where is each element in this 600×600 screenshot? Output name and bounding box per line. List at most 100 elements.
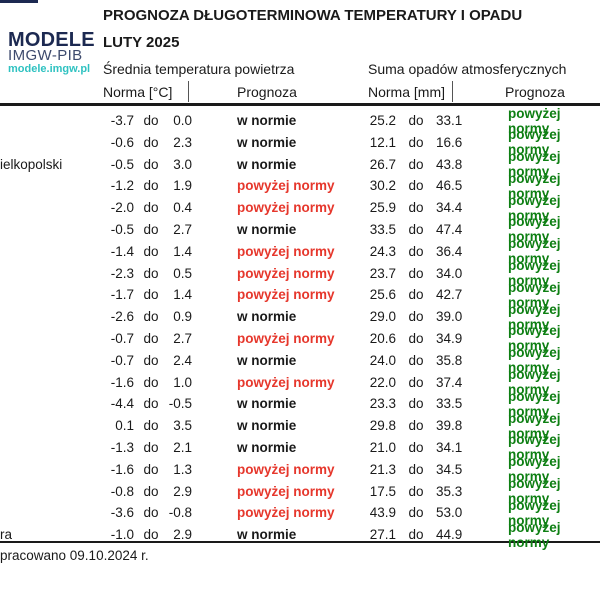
temp-norm-min: -1.4 [110,243,134,259]
range-separator: do [408,330,424,346]
table-row: -0.7 do 2.7 powyżej normy 20.6 do 34.9 p… [0,323,600,353]
precip-norm-max: 34.5 [436,461,463,477]
precip-forecast-value: powyżej normy [508,258,561,289]
range-separator: do [143,200,159,216]
precip-norm-max: 33.1 [436,113,463,128]
temp-norm-min: -0.5 [110,156,134,172]
temp-norm-max: 0.9 [173,309,192,325]
city-name: ra [0,527,13,543]
temp-forecast-value: powyżej normy [237,287,335,303]
temp-norm-min: -3.7 [110,113,134,128]
precip-norm-max: 16.6 [436,134,463,150]
footer-issue-date: pracowano 09.10.2024 r. [0,548,149,563]
precip-norm-max: 42.7 [436,287,463,303]
temp-forecast-value: powyżej normy [237,374,335,390]
range-separator: do [143,352,159,368]
precip-forecast-value: powyżej normy [508,323,561,354]
precip-norm-min: 30.2 [369,178,396,194]
range-separator: do [143,287,159,303]
temp-norm-max: 2.7 [173,221,192,237]
temp-norm-max: 2.9 [173,483,192,499]
range-separator: do [143,527,159,543]
header-divider-temp [188,81,189,102]
precip-norm-min: 24.3 [369,243,396,259]
page-title: PROGNOZA DŁUGOTERMINOWA TEMPERATURY I OP… [103,7,523,24]
temp-norm-max: 3.0 [173,156,192,172]
precip-norm-min: 20.6 [369,330,396,346]
range-separator: do [408,200,424,216]
precip-norm-max: 34.4 [436,200,463,216]
temp-norm-min: -1.3 [110,439,134,455]
range-separator: do [408,221,424,237]
precip-norm-max: 35.3 [436,483,463,499]
temp-norm-min: -2.0 [110,200,134,216]
range-separator: do [143,243,159,259]
precip-norm-min: 22.0 [369,374,396,390]
precip-norm-max: 44.9 [436,527,463,543]
precip-norm-max: 34.9 [436,330,463,346]
logo-modele: MODELE [8,29,95,51]
logo-cut-mark [0,0,38,3]
temp-norm-min: -1.7 [110,287,134,303]
precip-norm-min: 25.9 [369,200,396,216]
temp-forecast-value: powyżej normy [237,265,335,281]
temp-norm-max: 2.9 [173,527,192,543]
table-row: -3.6 do -0.8 powyżej normy 43.9 do 53.0 … [0,498,600,528]
temp-norm-min: -4.4 [110,396,134,412]
temp-norm-max: 0.4 [173,200,192,216]
precip-norm-min: 25.2 [369,113,396,128]
precip-norm-min: 29.8 [369,418,396,434]
precip-forecast-value: powyżej normy [508,519,561,550]
page-subtitle-month: LUTY 2025 [103,34,180,51]
temp-norm-max: 1.3 [173,461,192,477]
temp-norm-max: 3.5 [173,418,192,434]
precip-norm-min: 29.0 [369,309,396,325]
range-separator: do [143,505,159,521]
precip-norm-max: 47.4 [436,221,463,237]
temp-norm-min: -0.5 [110,221,134,237]
precip-norm-min: 21.0 [369,439,396,455]
precip-norm-min: 27.1 [369,527,396,543]
temp-norm-min: -0.7 [110,330,134,346]
table-row: ra -1.0 do 2.9 w normie 27.1 do 44.9 pow… [0,520,600,550]
range-separator: do [143,309,159,325]
precip-norm-max: 34.0 [436,265,463,281]
range-separator: do [408,418,424,434]
table-row: -1.4 do 1.4 powyżej normy 24.3 do 36.4 p… [0,236,600,266]
table-row: -1.7 do 1.4 powyżej normy 25.6 do 42.7 p… [0,280,600,310]
range-separator: do [408,483,424,499]
logo-url-link[interactable]: modele.imgw.pl [8,63,91,75]
range-separator: do [408,396,424,412]
range-separator: do [408,374,424,390]
range-separator: do [143,113,159,128]
table-row: -0.5 do 2.7 w normie 33.5 do 47.4 powyże… [0,214,600,244]
table-row: -1.6 do 1.0 powyżej normy 22.0 do 37.4 p… [0,367,600,397]
precip-norm-min: 33.5 [369,221,396,237]
table-row: 0.1 do 3.5 w normie 29.8 do 39.8 powyżej… [0,411,600,441]
section-header-temperature: Średnia temperatura powietrza [103,61,295,77]
temp-norm-max: 2.1 [173,439,192,455]
precip-norm-max: 35.8 [436,352,463,368]
precip-norm-max: 39.8 [436,418,463,434]
precip-norm-max: 46.5 [436,178,463,194]
precip-forecast-value: powyżej normy [508,279,561,310]
range-separator: do [143,330,159,346]
precip-forecast-value: powyżej normy [508,388,561,419]
forecast-table: -3.7 do 0.0 w normie 25.2 do 33.1 powyże… [0,106,600,550]
precip-norm-min: 21.3 [369,461,396,477]
precip-forecast-value: powyżej normy [508,497,561,528]
range-separator: do [408,461,424,477]
temp-norm-max: 2.7 [173,330,192,346]
temp-norm-max: 1.4 [173,243,192,259]
range-separator: do [143,221,159,237]
precip-norm-min: 25.6 [369,287,396,303]
table-row: -0.7 do 2.4 w normie 24.0 do 35.8 powyże… [0,345,600,375]
precip-forecast-value: powyżej normy [508,127,561,158]
precip-norm-max: 37.4 [436,374,463,390]
temp-forecast-value: w normie [237,113,297,128]
column-header-precip-forecast: Prognoza [505,84,565,100]
temp-norm-min: -1.6 [110,461,134,477]
table-row: -1.6 do 1.3 powyżej normy 21.3 do 34.5 p… [0,454,600,484]
precip-norm-min: 23.3 [369,396,396,412]
precip-forecast-value: powyżej normy [508,192,561,223]
